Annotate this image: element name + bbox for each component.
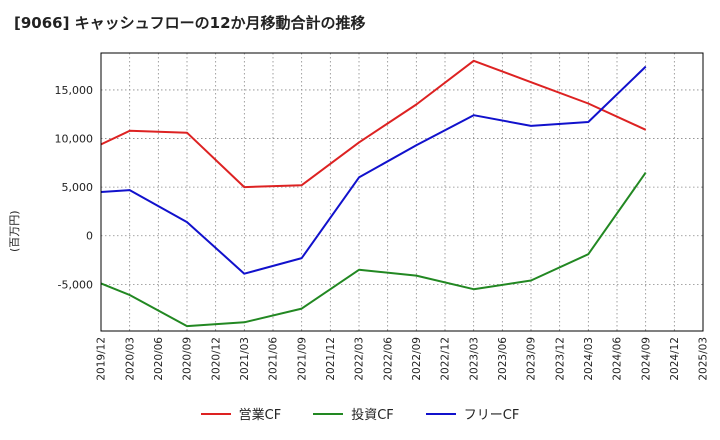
legend: 営業CF 投資CF フリーCF xyxy=(0,404,720,423)
series-line-1 xyxy=(100,172,647,328)
y-tick-label: 5,000 xyxy=(62,181,94,194)
legend-item-free: フリーCF xyxy=(425,404,520,423)
x-tick-labels: 2019/12 2020/03 2020/06 2020/09 2020/12 2021/… xyxy=(96,337,710,381)
x-tick-label: 2024/03 xyxy=(583,337,595,381)
y-tick-label: 10,000 xyxy=(55,133,94,146)
x-tick-label: 2021/06 xyxy=(268,337,280,381)
plot-frame xyxy=(100,52,704,332)
legend-swatch-investing xyxy=(313,412,344,415)
x-tick-label: 2025/03 xyxy=(698,337,710,381)
legend-label-investing: 投資CF xyxy=(351,408,394,423)
legend-swatch-operating xyxy=(200,412,231,415)
grid-lines xyxy=(101,53,703,331)
x-tick-label: 2024/12 xyxy=(669,337,681,381)
legend-swatch-free xyxy=(425,412,456,415)
legend-label-free: フリーCF xyxy=(463,408,520,423)
x-tick-label: 2021/09 xyxy=(296,337,308,381)
legend-item-investing: 投資CF xyxy=(313,404,394,423)
y-tick-labels: -5,000 0 5,000 10,000 15,000 xyxy=(55,84,94,291)
legend-label-operating: 営業CF xyxy=(238,408,282,423)
x-tick-label: 2022/06 xyxy=(382,337,394,381)
series-line-0 xyxy=(100,59,647,189)
x-tick-label: 2020/09 xyxy=(182,337,194,381)
chart-title: [9066] キャッシュフローの12か月移動合計の推移 xyxy=(14,14,366,32)
x-tick-label: 2021/12 xyxy=(325,337,337,381)
y-tick-label: 0 xyxy=(86,230,93,243)
x-tick-label: 2023/09 xyxy=(526,337,538,381)
x-tick-label: 2020/06 xyxy=(153,337,165,381)
x-tick-label: 2024/06 xyxy=(612,337,624,381)
x-tick-label: 2020/12 xyxy=(210,337,222,381)
x-tick-label: 2022/12 xyxy=(440,337,452,381)
x-tick-label: 2022/09 xyxy=(411,337,423,381)
legend-item-operating: 営業CF xyxy=(200,404,282,423)
x-tick-label: 2020/03 xyxy=(124,337,136,381)
x-tick-label: 2019/12 xyxy=(96,337,108,381)
x-tick-label: 2022/03 xyxy=(354,337,366,381)
series-line-2 xyxy=(100,65,647,275)
x-tick-label: 2023/03 xyxy=(468,337,480,381)
y-tick-label: 15,000 xyxy=(55,84,94,97)
y-tick-label: -5,000 xyxy=(58,278,93,291)
x-tick-label: 2024/09 xyxy=(640,337,652,381)
series-lines xyxy=(100,59,647,328)
x-tick-label: 2023/12 xyxy=(554,337,566,381)
x-tick-label: 2021/03 xyxy=(239,337,251,381)
x-tick-label: 2023/06 xyxy=(497,337,509,381)
